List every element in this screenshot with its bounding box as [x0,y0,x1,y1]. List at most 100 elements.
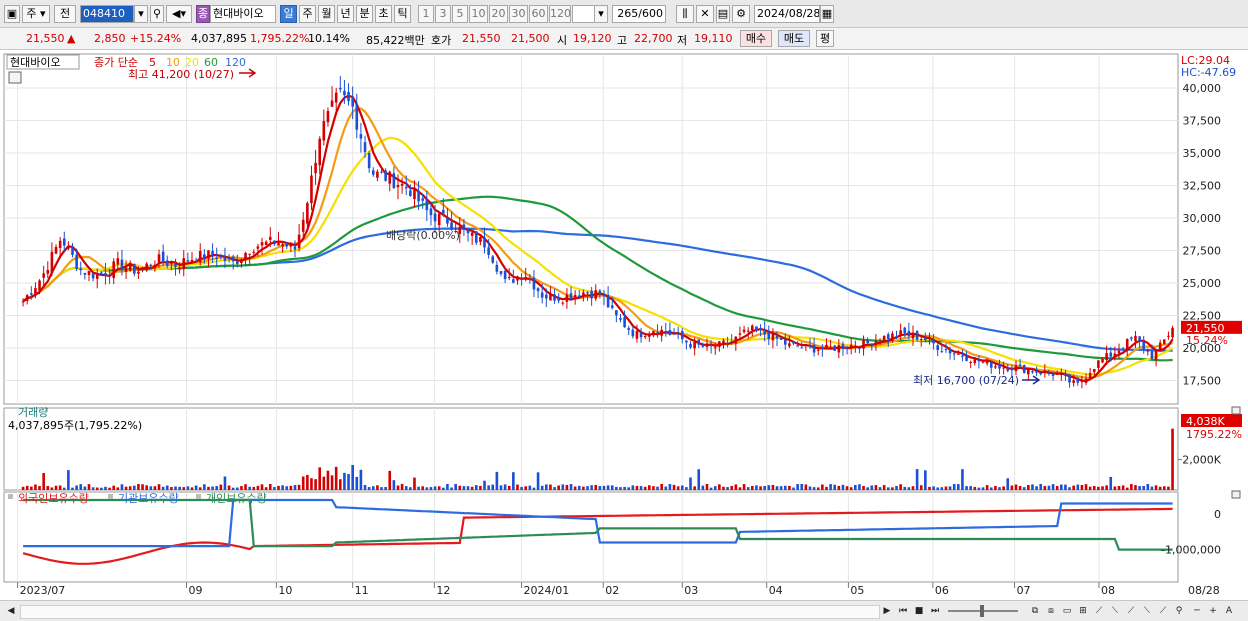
price-tick-label: 22,500 [1183,310,1222,323]
count-field[interactable]: 265/600 [612,5,666,23]
interval-button-10[interactable]: 10 [469,5,488,23]
volume-bar [1121,485,1125,490]
candle-body [734,336,738,344]
candle-body [944,349,948,351]
scroll-track[interactable] [20,605,880,619]
price-tick-label: 35,000 [1183,147,1222,160]
candle-body [301,219,305,232]
sell-button[interactable]: 매도 [778,30,810,47]
volume-bar [952,484,956,490]
zoom-search-icon[interactable]: ⚲ [1175,606,1183,616]
candle-body [771,332,775,341]
line-tool-icon-4[interactable]: ⟍ [1143,606,1151,616]
volume-bar [503,484,507,490]
holdings-legend-0: 외국인보유수량 [18,492,89,505]
period-tab-5[interactable]: 초 [375,5,392,23]
candle-body [709,345,713,347]
candle-body [87,270,91,275]
candle-body [656,332,659,334]
scrollbar[interactable]: ◀ ▶ ⏮ ■ ⏭ ⧉ ⧈ ▭ ⊞ ⟋ ⟍ ⟋ ⟍ ⟋ ⚲ ─ + A [0,600,1248,621]
period-tab-4[interactable]: 분 [356,5,373,23]
volume-bar [227,485,231,490]
volume-bar [474,485,478,490]
scroll-left-icon[interactable]: ◀ [7,606,15,616]
volume-bar [479,485,482,490]
field-dropdown-icon[interactable]: ▾ [594,5,608,23]
stop-icon[interactable]: ■ [914,606,924,616]
date-field[interactable]: 2024/08/28 [754,5,820,23]
candle-body [528,279,532,281]
candle-body [351,97,354,107]
candle-body [998,364,1001,369]
period-select[interactable]: 주 ▾ [22,5,50,23]
eval-button[interactable]: 평 [816,30,834,47]
line-tool-icon-1[interactable]: ⟋ [1095,606,1103,616]
candle-body [507,276,511,279]
candle-body [396,185,400,188]
first-icon[interactable]: ⏮ [898,606,908,616]
interval-button-1[interactable]: 1 [418,5,434,23]
candle-body [759,328,762,330]
candle-body [718,341,721,347]
prev-button[interactable]: 전 [54,5,76,23]
gear-icon[interactable]: ⚙ [732,5,750,23]
candle-body [767,332,771,339]
period-tab-0[interactable]: 일 [280,5,297,23]
volume-bar [194,485,198,490]
code-input[interactable]: 048410 [80,5,134,23]
crosshair-icon[interactable]: ✕ [696,5,714,23]
search-icon[interactable]: ⚲ [150,5,164,23]
price-tick-label: 17,500 [1183,375,1222,388]
candle-body [1014,365,1018,372]
chart-tool-icon-4[interactable]: ⊞ [1079,606,1087,616]
window-menu-icon[interactable]: ▣ [4,5,20,23]
scroll-right-icon[interactable]: ▶ [883,606,891,616]
candle-body [479,237,482,242]
candle-body [586,292,589,294]
time-tick-label: 08 [1101,584,1115,597]
volume-bar [1068,487,1071,490]
volume-bar [718,484,721,490]
last-icon[interactable]: ⏭ [930,606,940,616]
line-tool-icon-2[interactable]: ⟍ [1111,606,1119,616]
candle-body [384,170,387,181]
code-dropdown-icon[interactable]: ▾ [134,5,148,23]
zoom-out-icon[interactable]: ─ [1194,606,1200,616]
interval-button-120[interactable]: 120 [549,5,571,23]
calendar-icon[interactable]: ▦ [820,5,834,23]
volume-bar [153,486,157,490]
interval-button-60[interactable]: 60 [529,5,548,23]
period-tab-3[interactable]: 년 [337,5,354,23]
zoom-in-icon[interactable]: + [1209,606,1217,616]
line-tool-icon-5[interactable]: ⟋ [1159,606,1167,616]
zoom-handle[interactable] [980,605,984,617]
chart-tool-icon-2[interactable]: ⧈ [1048,606,1054,616]
save-icon[interactable]: ▤ [716,5,730,23]
volume-bar [1125,487,1129,490]
volume-bar [483,480,486,490]
candle-body [837,345,841,353]
interval-button-5[interactable]: 5 [452,5,468,23]
auto-scale-icon[interactable]: A [1225,606,1233,616]
volume-bar [911,486,915,490]
candle-body [545,294,548,299]
interval-button-30[interactable]: 30 [509,5,528,23]
chart-tool-icon-1[interactable]: ⧉ [1031,606,1039,616]
chart-tool-icon-3[interactable]: ▭ [1062,606,1072,616]
period-tab-6[interactable]: 틱 [394,5,411,23]
candle-body [1055,373,1059,375]
candle-body [231,256,235,262]
volume-bar [25,485,29,490]
turnover-value: 10.14% [308,32,350,45]
volume-bar [174,486,177,490]
line-tool-icon-3[interactable]: ⟋ [1127,606,1135,616]
buy-button[interactable]: 매수 [740,30,772,47]
candle-icon[interactable]: ⫼ [676,5,694,23]
candle-body [854,346,857,348]
period-tab-1[interactable]: 주 [299,5,316,23]
chart-svg[interactable]: 40,000 37,500 35,000 32,500 30,000 27,500 25,0… [0,50,1248,600]
interval-button-3[interactable]: 3 [435,5,451,23]
period-tab-2[interactable]: 월 [318,5,335,23]
sound-icon[interactable]: ◀▾ [166,5,192,23]
interval-button-20[interactable]: 20 [489,5,508,23]
